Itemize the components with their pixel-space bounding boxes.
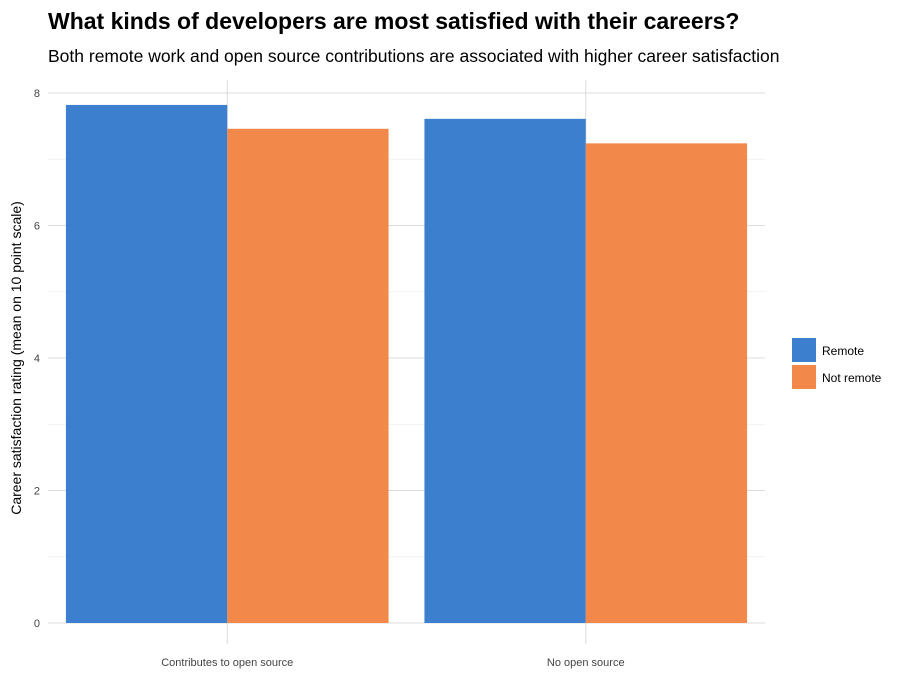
x-axis-ticks: Contributes to open source No open source: [161, 657, 624, 669]
y-axis-label: Career satisfaction rating (mean on 10 p…: [8, 201, 24, 515]
y-tick-label: 4: [34, 353, 40, 365]
x-tick-label: No open source: [547, 657, 625, 669]
bar: [585, 143, 748, 623]
legend-label: Remote: [822, 344, 864, 358]
chart-title: What kinds of developers are most satisf…: [48, 8, 739, 34]
y-tick-label: 8: [34, 88, 40, 100]
bar: [424, 118, 586, 624]
y-tick-label: 0: [34, 618, 40, 630]
bars-layer: [65, 104, 748, 624]
bar: [227, 128, 389, 623]
legend-swatch: [792, 365, 816, 389]
y-tick-label: 6: [34, 221, 40, 233]
legend-label: Not remote: [822, 371, 882, 385]
legend: Remote Not remote: [792, 338, 882, 389]
legend-swatch: [792, 338, 816, 362]
bar: [65, 104, 228, 624]
chart-subtitle: Both remote work and open source contrib…: [48, 46, 780, 66]
y-axis-ticks: 0 2 4 6 8: [34, 88, 40, 630]
y-tick-label: 2: [34, 486, 40, 498]
x-tick-label: Contributes to open source: [161, 657, 293, 669]
